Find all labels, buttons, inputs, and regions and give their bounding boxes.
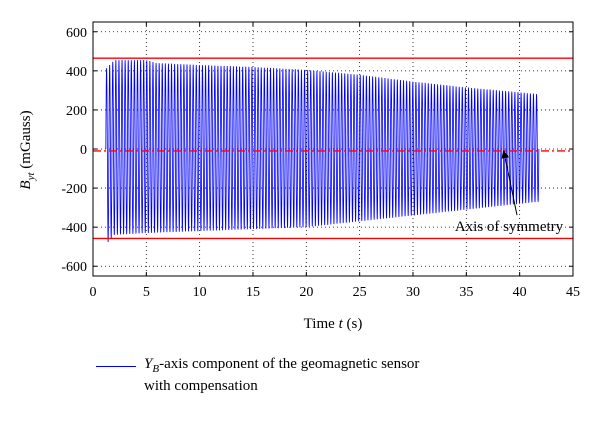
y-tick-label: 200 [66,104,87,119]
y-tick-label: 600 [66,26,87,41]
x-tick-label: 40 [513,285,527,300]
signal-series-line [105,60,540,243]
annotation-arrow [501,150,518,216]
y-tick-label: -400 [61,221,87,236]
legend-entry: YB-axis component of the geomagnetic sen… [96,356,596,376]
x-tick-label: 0 [90,285,97,300]
y-tick-label: -600 [61,260,87,275]
legend: YB-axis component of the geomagnetic sen… [96,356,596,396]
x-tick-label: 20 [299,285,313,300]
x-tick-label: 5 [143,285,150,300]
chart-svg: 0 5 10 15 20 25 30 35 40 45 -600 -400 -200 0 200 400 600… [18,21,580,332]
annotations: Axis of symmetry [455,150,564,235]
x-tick-label: 25 [353,285,367,300]
reference-lines [93,57,573,240]
x-tick-label: 10 [193,285,207,300]
y-tick-label: 400 [66,65,87,80]
y-tick-label: -200 [61,182,87,197]
legend-swatch [96,365,136,367]
signal-layer [105,60,540,243]
x-tick-label: 35 [459,285,473,300]
x-tick-label: 30 [406,285,420,300]
y-tick-label: 0 [80,143,87,158]
x-tick-label: 45 [566,285,580,300]
axis-ticks: 0 5 10 15 20 25 30 35 40 45 -600 -400 -200 0 200 400 600 [61,22,580,300]
legend-label-line2: with compensation [144,378,258,394]
legend-label: YB-axis component of the geomagnetic sen… [144,355,420,375]
y-axis-label: Byt (mGauss) [18,110,37,189]
x-tick-label: 15 [246,285,260,300]
annotation-label: Axis of symmetry [455,219,564,235]
x-axis-label: Time t (s) [304,316,363,332]
